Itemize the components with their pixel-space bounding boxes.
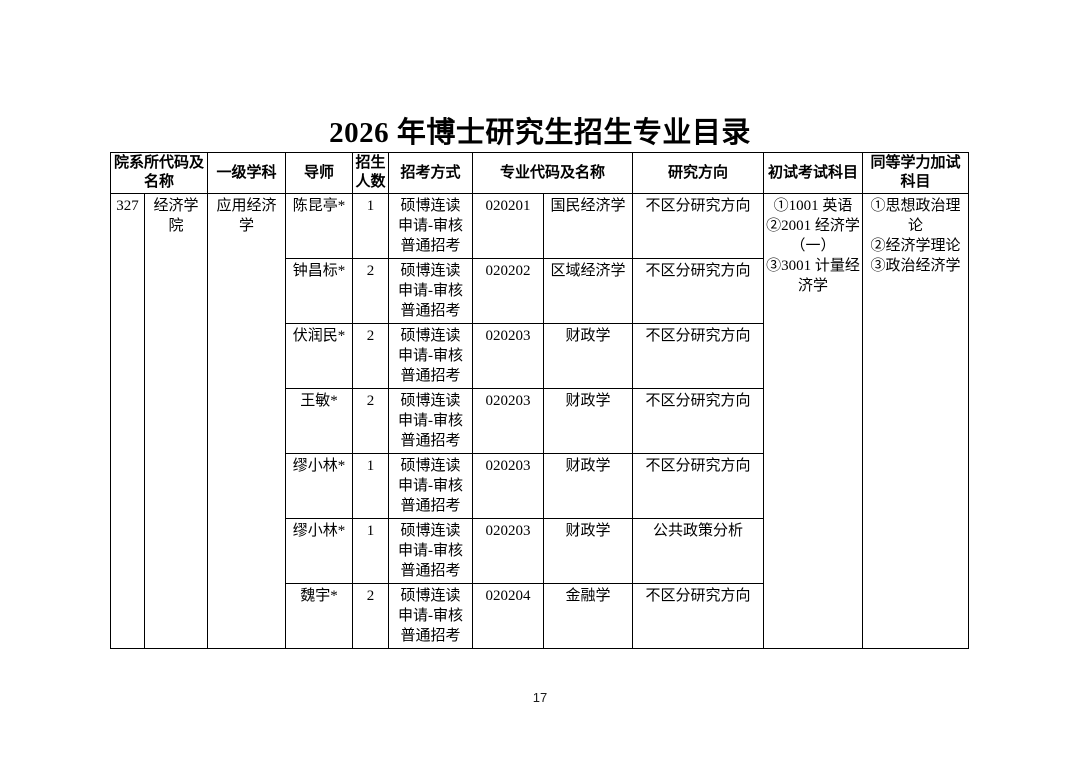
- direction-cell: 不区分研究方向: [632, 583, 765, 649]
- header-equivalency-exam: 同等学力加试科目: [862, 152, 970, 194]
- supervisor-cell: 陈昆亭*: [285, 193, 354, 259]
- dept-code-cell: 327: [110, 193, 145, 649]
- direction-cell: 公共政策分析: [632, 518, 765, 584]
- header-quota: 招生人数: [352, 152, 390, 194]
- equivalency-subjects-cell: ①思想政治理论 ②经济学理论 ③政治经济学: [862, 193, 970, 649]
- table-row: 缪小林* 1 硕博连读 申请-审核 普通招考 020203 财政学 不区分研究方…: [111, 453, 969, 519]
- table-row: 魏宇* 2 硕博连读 申请-审核 普通招考 020204 金融学 不区分研究方向: [111, 583, 969, 649]
- major-code-cell: 020203: [472, 323, 545, 389]
- quota-cell: 1: [352, 518, 390, 584]
- major-code-cell: 020201: [472, 193, 545, 259]
- method-cell: 硕博连读 申请-审核 普通招考: [388, 388, 474, 454]
- supervisor-cell: 王敏*: [285, 388, 354, 454]
- supervisor-cell: 缪小林*: [285, 453, 354, 519]
- major-code-cell: 020202: [472, 258, 545, 324]
- major-name-cell: 财政学: [543, 323, 634, 389]
- method-cell: 硕博连读 申请-审核 普通招考: [388, 453, 474, 519]
- table-row: 缪小林* 1 硕博连读 申请-审核 普通招考 020203 财政学 公共政策分析: [111, 518, 969, 584]
- direction-cell: 不区分研究方向: [632, 258, 765, 324]
- quota-cell: 1: [352, 193, 390, 259]
- header-direction: 研究方向: [632, 152, 765, 194]
- method-cell: 硕博连读 申请-审核 普通招考: [388, 193, 474, 259]
- direction-cell: 不区分研究方向: [632, 193, 765, 259]
- supervisor-cell: 钟昌标*: [285, 258, 354, 324]
- quota-cell: 2: [352, 388, 390, 454]
- quota-cell: 2: [352, 258, 390, 324]
- header-dept-code-name: 院系所代码及名称: [109, 152, 209, 194]
- header-method: 招考方式: [388, 152, 474, 194]
- supervisor-cell: 魏宇*: [285, 583, 354, 649]
- page-number: 17: [532, 690, 548, 705]
- dept-name-cell: 经济学院: [143, 193, 209, 649]
- header-row: 院系所代码及名称 一级学科 导师 招生人数 招考方式 专业代码及名称 研究方向 …: [109, 152, 970, 194]
- table-row: 钟昌标* 2 硕博连读 申请-审核 普通招考 020202 区域经济学 不区分研…: [111, 258, 969, 324]
- admission-catalog-table: 院系所代码及名称 一级学科 导师 招生人数 招考方式 专业代码及名称 研究方向 …: [109, 152, 970, 649]
- direction-cell: 不区分研究方向: [632, 323, 765, 389]
- major-name-cell: 区域经济学: [543, 258, 634, 324]
- header-discipline: 一级学科: [207, 152, 287, 194]
- method-cell: 硕博连读 申请-审核 普通招考: [388, 518, 474, 584]
- quota-cell: 2: [352, 583, 390, 649]
- major-code-cell: 020203: [472, 453, 545, 519]
- method-cell: 硕博连读 申请-审核 普通招考: [388, 258, 474, 324]
- table-row: 327 经济学院 应用经济学 陈昆亭* 1 硕博连读 申请-审核 普通招考 02…: [110, 193, 970, 649]
- major-code-cell: 020204: [472, 583, 545, 649]
- page-title: 2026 年博士研究生招生专业目录: [329, 117, 751, 149]
- method-cell: 硕博连读 申请-审核 普通招考: [388, 323, 474, 389]
- quota-cell: 1: [352, 453, 390, 519]
- quota-cell: 2: [352, 323, 390, 389]
- major-name-cell: 财政学: [543, 518, 634, 584]
- header-initial-exam: 初试考试科目: [763, 152, 864, 194]
- method-cell: 硕博连读 申请-审核 普通招考: [388, 583, 474, 649]
- table-row: 王敏* 2 硕博连读 申请-审核 普通招考 020203 财政学 不区分研究方向: [111, 388, 969, 454]
- major-code-cell: 020203: [472, 518, 545, 584]
- major-name-cell: 财政学: [543, 453, 634, 519]
- discipline-cell: 应用经济学: [207, 193, 287, 649]
- major-name-cell: 金融学: [543, 583, 634, 649]
- major-name-cell: 财政学: [543, 388, 634, 454]
- initial-exam-subjects-cell: ①1001 英语 ②2001 经济学（一） ③3001 计量经济学: [763, 193, 864, 649]
- major-code-cell: 020203: [472, 388, 545, 454]
- header-major-code-name: 专业代码及名称: [472, 152, 634, 194]
- direction-cell: 不区分研究方向: [632, 453, 765, 519]
- supervisor-cell: 伏润民*: [285, 323, 354, 389]
- direction-cell: 不区分研究方向: [632, 388, 765, 454]
- header-supervisor: 导师: [285, 152, 354, 194]
- major-name-cell: 国民经济学: [543, 193, 634, 259]
- supervisor-cell: 缪小林*: [285, 518, 354, 584]
